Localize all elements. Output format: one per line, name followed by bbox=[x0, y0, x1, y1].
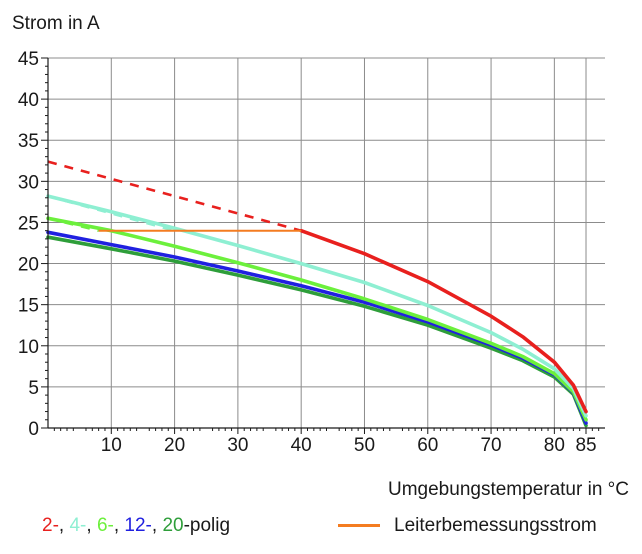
legend-rated-current: Leiterbemessungsstrom bbox=[338, 515, 597, 537]
legend-pole-3: , bbox=[86, 515, 97, 536]
x-tick-label-85: 85 bbox=[575, 435, 596, 456]
y-tick-label-10: 10 bbox=[18, 337, 39, 358]
y-tick-label-5: 5 bbox=[28, 378, 39, 399]
legend-pole-2: 4- bbox=[69, 515, 87, 536]
series-group bbox=[46, 160, 588, 428]
x-tick-label-80: 80 bbox=[544, 435, 565, 456]
series-line-0 bbox=[299, 228, 588, 414]
legend-pole-4: 6- bbox=[96, 515, 114, 536]
y-tick-label-35: 35 bbox=[18, 131, 39, 152]
series-line-2 bbox=[46, 216, 588, 422]
legend-poles: 2-, 4-, 6-, 12-, 20-polig bbox=[42, 515, 230, 537]
x-tick-label-70: 70 bbox=[480, 435, 501, 456]
legend-pole-8: 20 bbox=[162, 515, 184, 536]
x-tick-label-20: 20 bbox=[164, 435, 185, 456]
x-tick-label-40: 40 bbox=[291, 435, 312, 456]
legend-pole-1: , bbox=[58, 515, 70, 536]
y-tick-label-45: 45 bbox=[18, 49, 39, 70]
y-tick-label-30: 30 bbox=[18, 172, 39, 193]
x-axis-label: Umgebungstemperatur in °C bbox=[388, 479, 629, 500]
y-tick-label-15: 15 bbox=[18, 296, 39, 317]
y-tick-label-40: 40 bbox=[18, 90, 39, 111]
x-tick-label-50: 50 bbox=[354, 435, 375, 456]
legend-pole-9: -polig bbox=[183, 515, 231, 536]
y-tick-label-20: 20 bbox=[18, 255, 39, 276]
axes: 10 20 30 40 50 60 70 80 85 0 5 10 15 20 25 30 35 40 45 bbox=[18, 49, 605, 456]
legend-rated-current-label: Leiterbemessungsstrom bbox=[394, 515, 597, 536]
legend-pole-5: , bbox=[113, 515, 125, 536]
series-dashed-1 bbox=[47, 194, 175, 232]
grid bbox=[48, 57, 605, 429]
series-line-1 bbox=[46, 194, 588, 418]
legend-rated-current-swatch bbox=[338, 524, 380, 528]
series-line-3 bbox=[46, 230, 588, 425]
legend-pole-0: 2- bbox=[42, 515, 59, 536]
y-tick-label-25: 25 bbox=[18, 213, 39, 234]
legend-pole-6: 12- bbox=[124, 515, 152, 536]
y-axis-label: Strom in A bbox=[12, 13, 100, 34]
x-tick-label-60: 60 bbox=[417, 435, 438, 456]
series-dashed-2 bbox=[47, 217, 99, 232]
series-line-4 bbox=[46, 235, 588, 428]
y-tick-label-0: 0 bbox=[28, 419, 39, 440]
x-tick-label-10: 10 bbox=[101, 435, 122, 456]
x-tick-label-30: 30 bbox=[227, 435, 248, 456]
legend-pole-7: , bbox=[151, 515, 163, 536]
